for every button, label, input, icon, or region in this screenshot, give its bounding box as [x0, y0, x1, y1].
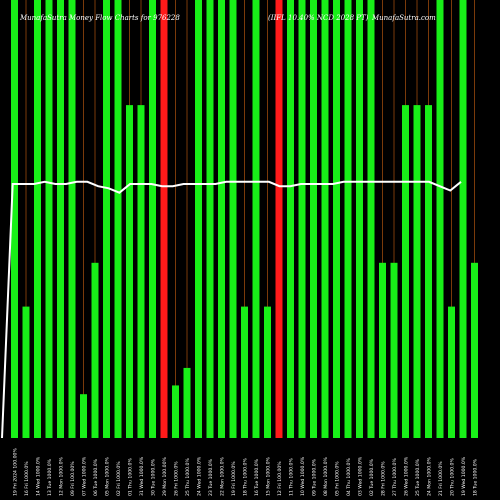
x-tick-label: 09 Tue 1000.0% — [312, 458, 318, 496]
x-tick-label: 28 Fri 1000.0% — [381, 461, 387, 496]
bar-2024-07-08 — [321, 0, 329, 438]
x-tick-label: 02 Fri 1000.0% — [116, 461, 122, 496]
bar-2024-08-06 — [91, 262, 99, 438]
x-tick-label: 25 Tue 1000.0% — [415, 458, 421, 496]
bar-2024-07-16 — [252, 0, 260, 438]
x-tick-label: 08 Mon 1000.0% — [323, 456, 329, 496]
x-tick-label: 22 Mon 1000.0% — [220, 456, 226, 496]
x-tick-label: 16 Fri 1000.0% — [24, 461, 30, 496]
bar-2024-07-03 — [356, 0, 363, 438]
bar-2024-07-05 — [333, 0, 340, 438]
chart-title: MunafaSutra Money Flow Charts for 976228… — [20, 14, 480, 28]
x-tick-label: 25 Thu 1000.0% — [185, 458, 191, 496]
bar-2024-07-09 — [310, 0, 317, 438]
bar-2024-06-19 — [459, 0, 467, 438]
bar-2024-07-31 — [137, 105, 145, 439]
bar-2024-08-16 — [22, 306, 30, 438]
bar-2024-06-26 — [402, 105, 409, 439]
x-tick-labels: 19 Fri 2024 100.00% 16 Fri 1000.0% 14 Wed … — [13, 448, 479, 496]
bar-2024-06-18 — [471, 262, 478, 438]
bar-2024-08-05 — [103, 0, 110, 438]
chart-title-left: MunafaSutra Money Flow Charts for 976228 — [20, 14, 180, 22]
x-tick-label: 18 Thu 1000.0% — [243, 458, 249, 496]
bar-2024-07-30 — [149, 0, 156, 438]
x-tick-label: 10 Wed 1000.0% — [300, 456, 306, 496]
bar-2024-08-12 — [57, 0, 64, 438]
bar-2024-06-20 — [448, 306, 455, 438]
bar-2024-07-26 — [172, 385, 179, 438]
bar-2024-06-27 — [390, 262, 398, 438]
bar-2024-08-19 — [11, 0, 18, 438]
bar-2024-07-24 — [195, 0, 202, 438]
bar-2024-08-01 — [126, 105, 133, 439]
x-tick-label: 16 Tue 1000.0% — [254, 458, 260, 496]
x-tick-label: 13 Tue 1000.0% — [47, 458, 53, 496]
bar-2024-07-22 — [218, 0, 225, 438]
bar-2024-07-12 — [275, 0, 283, 438]
bar-2024-07-25 — [183, 367, 191, 438]
bar-2024-06-24 — [425, 105, 432, 439]
bar-2024-07-10 — [298, 0, 306, 438]
x-tick-label: 23 Tue 1000.0% — [208, 458, 214, 496]
x-tick-label: 11 Thu 1000.0% — [289, 458, 295, 496]
bar-2024-07-02 — [367, 0, 375, 438]
x-tick-label: 21 Fri 1000.0% — [438, 461, 444, 496]
bar-2024-07-11 — [287, 0, 294, 438]
x-tick-label: 30 Tue 1000.0% — [151, 458, 157, 496]
bar-2024-07-18 — [241, 306, 248, 438]
bar-series — [11, 0, 478, 439]
x-tick-label: 05 Fri 1000.0% — [335, 461, 341, 496]
x-tick-label: 02 Tue 1000.0% — [369, 458, 375, 496]
bar-2024-06-25 — [413, 105, 421, 439]
x-tick-label: 03 Wed 1000.0% — [358, 456, 364, 496]
money-flow-line — [1, 180, 462, 439]
x-tick-label: 29 Mon 100.00% — [162, 456, 168, 496]
x-tick-label: 24 Wed 1000.0% — [197, 456, 203, 496]
bar-2024-07-15 — [264, 306, 271, 438]
x-tick-label: 20 Thu 1000.0% — [450, 458, 456, 496]
x-tick-label: 14 Wed 1000.0% — [36, 456, 42, 496]
bar-2024-08-02 — [114, 0, 122, 438]
x-tick-label: 15 Mon 1000.0% — [266, 456, 272, 496]
bar-2024-06-21 — [436, 0, 444, 438]
bar-2024-08-09 — [68, 0, 76, 438]
bar-2024-06-28 — [379, 262, 386, 438]
x-tick-label: 06 Tue 1000.0% — [93, 458, 99, 496]
x-tick-label: 07 Wed 1000.0% — [82, 456, 88, 496]
bar-2024-07-04 — [344, 0, 352, 438]
bar-2024-07-19 — [229, 0, 237, 438]
x-tick-label: 31 Wed 1000.0% — [139, 456, 145, 496]
x-tick-label: 19 Fri 2024 100.00% — [13, 448, 19, 496]
x-tick-label: 12 Mon 1000.0% — [59, 456, 65, 496]
x-tick-label: 26 Fri 1000.0% — [174, 461, 180, 496]
x-tick-label: 09 Fri 100.00% — [70, 461, 76, 496]
chart-title-mid: (IIFL 10.40% NCD 2028 PT) — [268, 14, 369, 22]
x-tick-label: 26 Wed 1000.0% — [404, 456, 410, 496]
x-tick-label: 01 Thu 1000.0% — [128, 458, 134, 496]
bar-2024-07-23 — [206, 0, 214, 438]
x-tick-label: 12 Fri 100.00% — [277, 461, 283, 496]
bar-2024-07-29 — [160, 0, 168, 438]
bar-2024-08-07 — [80, 394, 87, 438]
x-tick-label: 05 Mon 1000.0% — [105, 456, 111, 496]
x-tick-label: 19 Fri 1000.0% — [231, 461, 237, 496]
x-tick-label: 24 Mon 1000.0% — [427, 456, 433, 496]
bar-2024-08-13 — [45, 0, 53, 438]
x-tick-label: 19 Wed 1000.0% — [461, 456, 467, 496]
x-tick-label: 18 Tue 1000.0% — [473, 458, 479, 496]
x-tick-label: 27 Thu 1000.0% — [392, 458, 398, 496]
bar-2024-08-14 — [34, 0, 41, 438]
x-tick-label: 04 Thu 1000.0% — [346, 458, 352, 496]
chart-title-right: MunafaSutra.com — [372, 14, 436, 22]
